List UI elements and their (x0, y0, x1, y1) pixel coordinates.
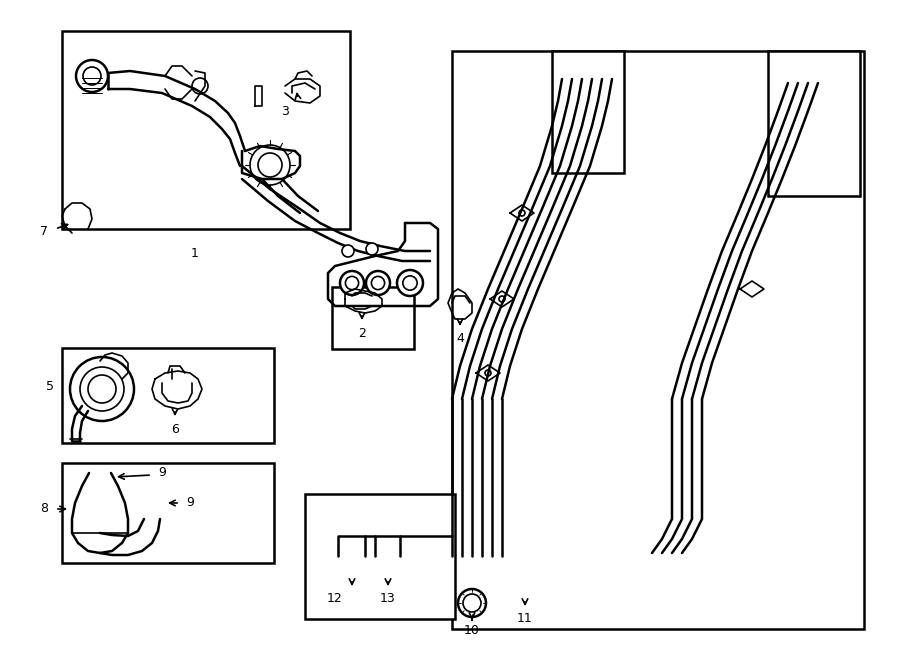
Ellipse shape (92, 469, 108, 477)
Text: 13: 13 (380, 592, 396, 605)
Ellipse shape (158, 502, 166, 516)
Text: 4: 4 (456, 332, 464, 346)
Bar (62, 348, 274, 443)
Bar (62, 463, 274, 563)
Circle shape (70, 357, 134, 421)
Text: 6: 6 (171, 422, 179, 436)
Ellipse shape (800, 62, 828, 84)
Ellipse shape (89, 467, 111, 479)
Circle shape (458, 589, 486, 617)
Text: 9: 9 (186, 496, 194, 510)
Text: 8: 8 (40, 502, 48, 516)
Ellipse shape (517, 582, 533, 596)
Text: 5: 5 (46, 379, 54, 393)
Ellipse shape (156, 498, 168, 520)
Text: 11: 11 (518, 613, 533, 625)
Bar (452, 51, 864, 629)
Text: 2: 2 (358, 327, 366, 340)
Ellipse shape (86, 472, 114, 486)
Ellipse shape (338, 555, 366, 577)
Text: 10: 10 (464, 625, 480, 637)
Circle shape (76, 60, 108, 92)
Bar (768, 51, 860, 196)
Circle shape (366, 243, 378, 255)
Text: 7: 7 (40, 225, 48, 237)
Circle shape (366, 271, 390, 295)
Ellipse shape (805, 66, 823, 80)
Circle shape (340, 271, 364, 295)
Ellipse shape (343, 559, 362, 574)
Ellipse shape (380, 560, 396, 572)
Ellipse shape (376, 557, 400, 576)
Ellipse shape (579, 62, 597, 76)
Ellipse shape (513, 579, 537, 599)
Text: 12: 12 (327, 592, 343, 605)
Text: 1: 1 (191, 247, 199, 260)
Circle shape (397, 270, 423, 296)
Circle shape (342, 245, 354, 257)
Ellipse shape (255, 82, 262, 86)
Text: 3: 3 (281, 104, 289, 118)
Bar (552, 51, 624, 173)
Ellipse shape (574, 58, 602, 80)
Bar (332, 287, 414, 349)
Ellipse shape (148, 495, 162, 523)
Bar (305, 494, 455, 619)
Text: 9: 9 (158, 467, 166, 479)
Bar (62, 31, 350, 229)
